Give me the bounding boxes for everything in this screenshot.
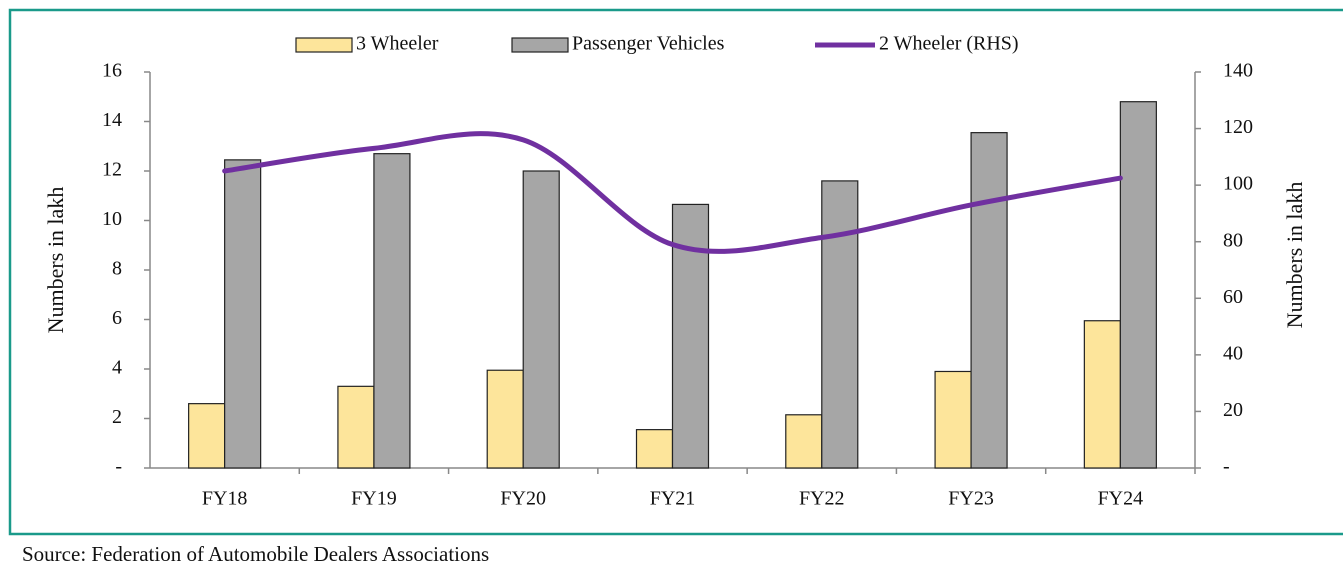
bar (934, 370, 972, 469)
y-tick-label: 14 (102, 109, 122, 131)
y-tick-label: 2 (112, 406, 122, 428)
bar (821, 180, 859, 469)
y2-tick-label: 60 (1223, 286, 1243, 308)
bar (486, 369, 524, 469)
y2-tick-label: 140 (1223, 60, 1253, 82)
y2-tick-label: 20 (1223, 399, 1243, 421)
x-tick-label: FY18 (202, 488, 248, 510)
legend-label: 3 Wheeler (356, 33, 439, 55)
bar (337, 385, 375, 469)
source: Source: Federation of Automobile Dealers… (22, 542, 489, 566)
y2-axis-label: Numbers in lakh (1282, 182, 1307, 329)
x-tick-label: FY21 (650, 488, 696, 510)
bar (1083, 320, 1121, 469)
bar (785, 414, 823, 469)
y-tick-label: 10 (102, 208, 122, 230)
bar (1119, 101, 1157, 469)
x-tick-label: FY22 (799, 488, 845, 510)
bar (188, 403, 226, 469)
bar (224, 159, 262, 469)
bar (970, 132, 1008, 469)
y-tick-label: 16 (102, 60, 122, 82)
bar (373, 153, 411, 469)
x-tick-label: FY23 (948, 488, 994, 510)
y-tick-label: - (115, 456, 122, 478)
x-tick-label: FY20 (500, 488, 546, 510)
y-tick-label: 8 (112, 258, 122, 280)
y-axis-label: Numbers in lakh (43, 187, 68, 334)
y-tick-label: 6 (112, 307, 122, 329)
legend-label: 2 Wheeler (RHS) (879, 33, 1019, 55)
y2-tick-label: 80 (1223, 229, 1243, 251)
bar (635, 429, 674, 469)
y2-tick-label: - (1223, 456, 1230, 478)
y-tick-label: 12 (102, 159, 122, 181)
x-tick-label: FY24 (1098, 488, 1144, 510)
legend-swatch (511, 37, 569, 53)
y-tick-label: 4 (112, 357, 122, 379)
y2-tick-label: 40 (1223, 342, 1243, 364)
legend-swatch (295, 37, 353, 53)
y2-tick-label: 120 (1223, 116, 1253, 138)
frame (8, 8, 1343, 536)
legend-label: Passenger Vehicles (572, 33, 725, 55)
line (222, 131, 1123, 254)
bar (522, 170, 560, 469)
x-tick-label: FY19 (351, 488, 397, 510)
y2-tick-label: 100 (1223, 173, 1253, 195)
